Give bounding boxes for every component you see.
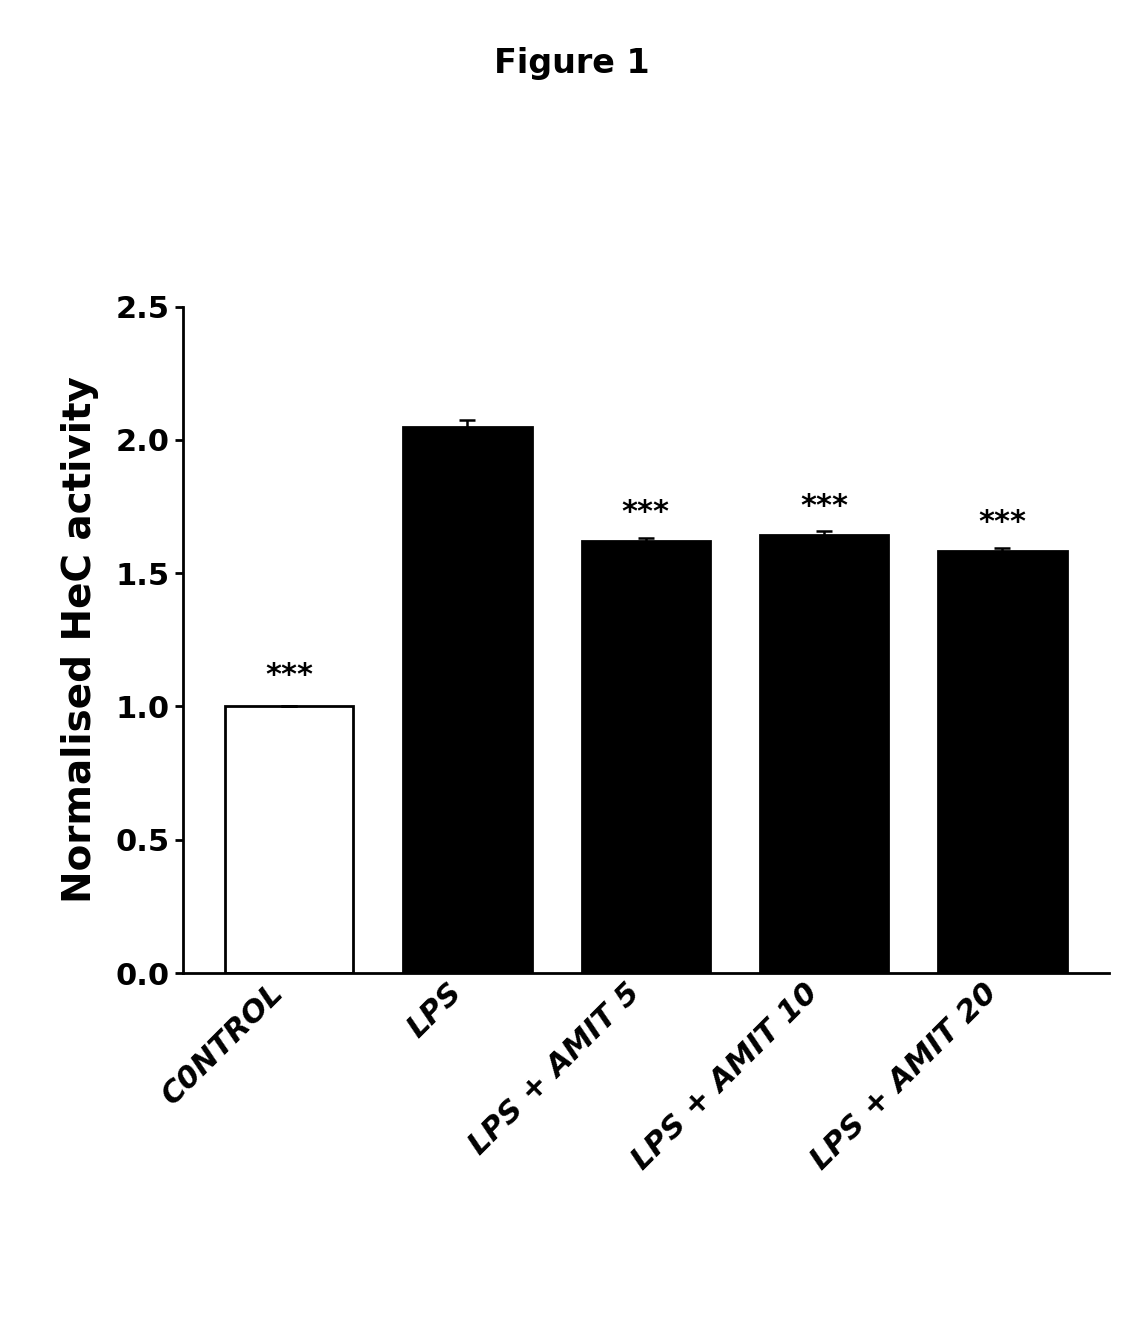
Y-axis label: Normalised HeC activity: Normalised HeC activity <box>61 376 99 904</box>
Text: ***: *** <box>265 661 313 690</box>
Text: Figure 1: Figure 1 <box>494 47 649 80</box>
Bar <box>760 535 888 973</box>
Bar <box>403 427 531 973</box>
Bar <box>225 706 353 973</box>
Text: ***: *** <box>978 508 1026 537</box>
Text: ***: *** <box>622 499 670 528</box>
Text: ***: *** <box>800 492 848 521</box>
Bar <box>582 541 710 973</box>
Bar <box>938 551 1066 973</box>
